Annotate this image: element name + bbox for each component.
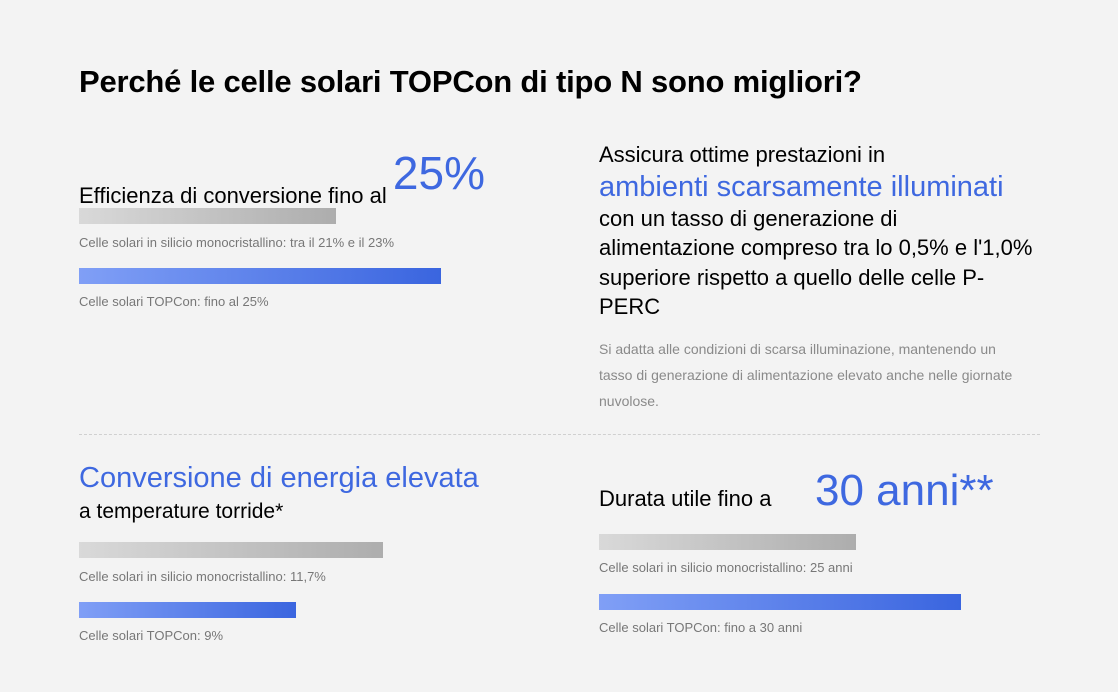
- topcon-temperature-caption: Celle solari TOPCon: 9%: [79, 628, 224, 643]
- mono-efficiency-caption: Celle solari in silicio monocristallino:…: [79, 235, 395, 250]
- efficiency-heading: Efficienza di conversione fino al 25%: [79, 146, 485, 208]
- topcon-efficiency-bar: [79, 268, 441, 284]
- lifetime-heading: Durata utile fino a: [599, 486, 772, 511]
- topcon-lifetime-bar: [599, 594, 961, 610]
- temperature-highlight: Conversione di energia elevata: [79, 462, 479, 494]
- topcon-efficiency-caption: Celle solari TOPCon: fino al 25%: [79, 294, 269, 309]
- mono-efficiency-bar: [79, 208, 337, 224]
- mono-lifetime-bar: [599, 534, 857, 550]
- low-light-description: Si adatta alle condizioni di scarsa illu…: [599, 341, 1013, 409]
- topcon-temperature-bar: [79, 602, 297, 618]
- low-light-line1: Assicura ottime prestazioni in: [599, 142, 886, 167]
- mono-temperature-caption: Celle solari in silicio monocristallino:…: [79, 569, 326, 584]
- low-light-highlight: ambienti scarsamente illuminati: [599, 170, 1004, 203]
- temperature-subheading: a temperature torride*: [79, 500, 284, 523]
- mono-lifetime-caption: Celle solari in silicio monocristallino:…: [599, 560, 853, 575]
- topcon-lifetime-caption: Celle solari TOPCon: fino a 30 anni: [599, 620, 803, 635]
- low-light-body: con un tasso di generazione di alimentaz…: [599, 205, 1033, 320]
- low-light-section: Assicura ottime prestazioni in ambienti …: [599, 140, 1079, 322]
- mono-temperature-bar: [79, 542, 384, 558]
- efficiency-highlight: 25%: [392, 147, 485, 199]
- section-divider: [79, 434, 1040, 435]
- efficiency-heading-text: Efficienza di conversione fino al: [79, 183, 387, 208]
- lifetime-highlight: 30 anni**: [815, 466, 994, 515]
- page-title: Perché le celle solari TOPCon di tipo N …: [79, 64, 862, 99]
